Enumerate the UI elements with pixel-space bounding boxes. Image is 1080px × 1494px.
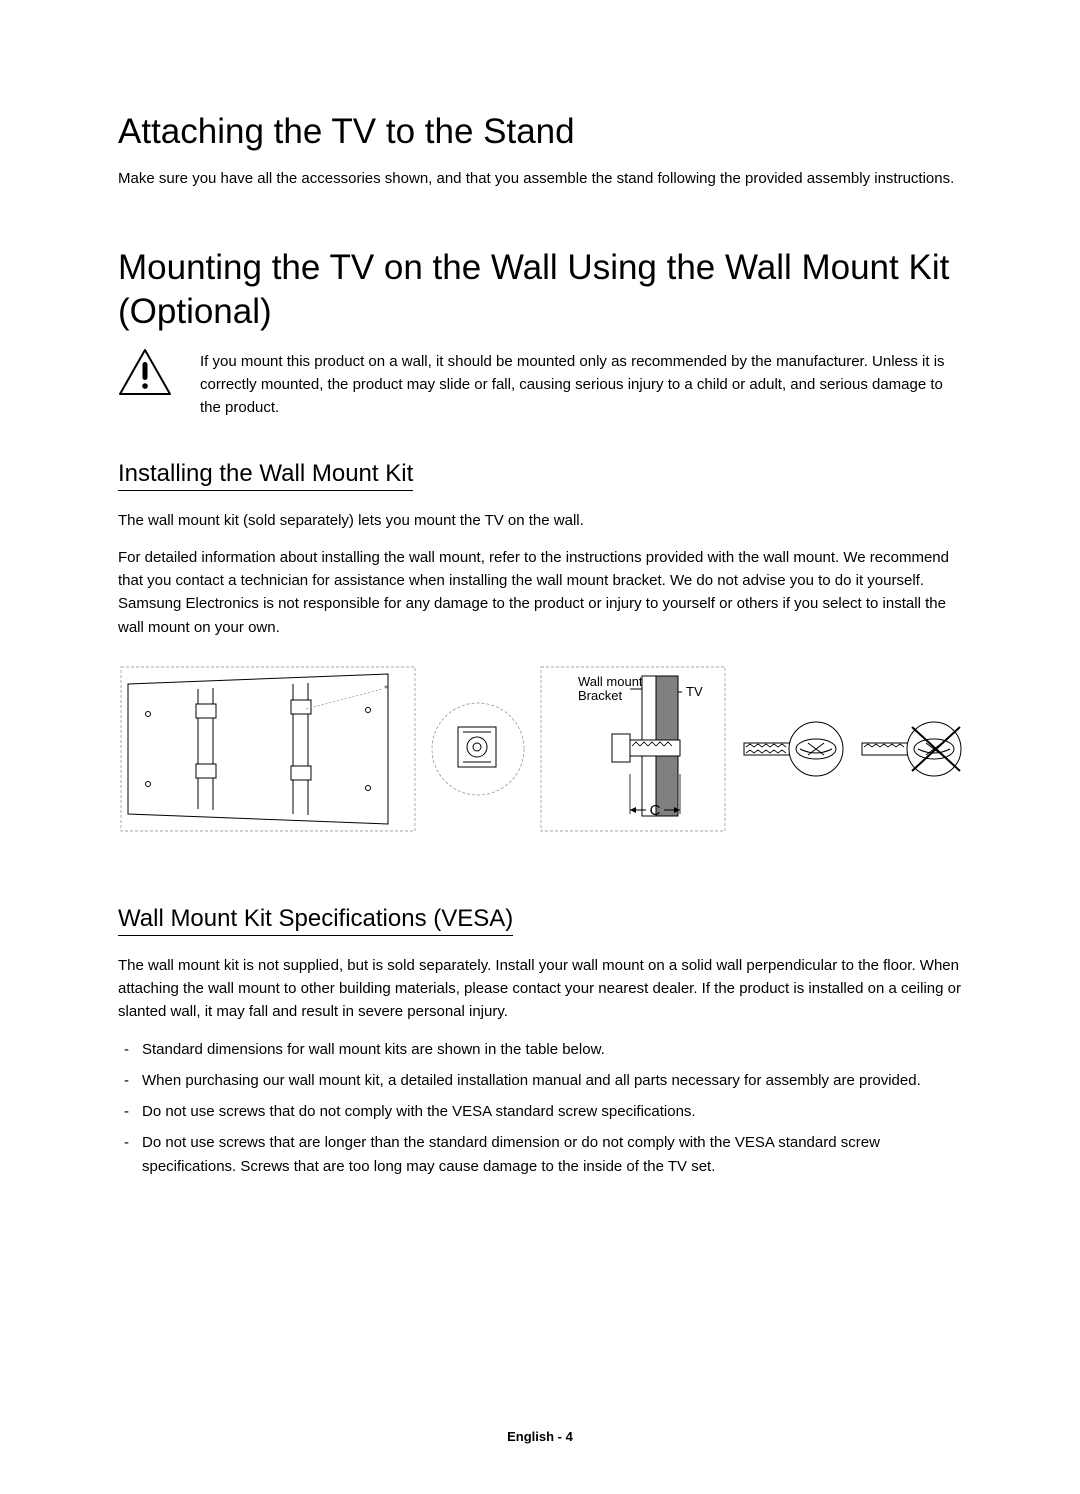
label-c: C bbox=[650, 802, 661, 819]
sub1-heading: Installing the Wall Mount Kit bbox=[118, 460, 413, 491]
diagram-strip: Wall mount Bracket TV bbox=[118, 667, 962, 837]
sub2-heading: Wall Mount Kit Specifications (VESA) bbox=[118, 905, 513, 936]
sub1-p1: The wall mount kit (sold separately) let… bbox=[118, 509, 962, 532]
diagram-panel bbox=[118, 664, 418, 839]
bullet-item: Standard dimensions for wall mount kits … bbox=[118, 1038, 962, 1061]
section1-intro: Make sure you have all the accessories s… bbox=[118, 168, 962, 191]
bullet-item: Do not use screws that do not comply wit… bbox=[118, 1100, 962, 1123]
section2-heading: Mounting the TV on the Wall Using the Wa… bbox=[118, 246, 962, 334]
diagram-screw-ok-icon bbox=[738, 719, 846, 784]
warning-block: If you mount this product on a wall, it … bbox=[118, 348, 962, 420]
label-bracket: Wall mount bbox=[578, 674, 643, 689]
sub1-p2: For detailed information about installin… bbox=[118, 546, 962, 639]
diagram-detail-circle bbox=[428, 699, 528, 804]
section1-heading: Attaching the TV to the Stand bbox=[118, 110, 962, 154]
page-footer: English - 4 bbox=[0, 1429, 1080, 1444]
sub2-p1: The wall mount kit is not supplied, but … bbox=[118, 954, 962, 1024]
bullet-item: When purchasing our wall mount kit, a de… bbox=[118, 1069, 962, 1092]
sub2-bullets: Standard dimensions for wall mount kits … bbox=[118, 1038, 962, 1178]
svg-text:Bracket: Bracket bbox=[578, 688, 622, 703]
diagram-bolt-section: Wall mount Bracket TV bbox=[538, 664, 728, 839]
bullet-item: Do not use screws that are longer than t… bbox=[118, 1131, 962, 1178]
warning-text: If you mount this product on a wall, it … bbox=[200, 348, 962, 420]
page-content: Attaching the TV to the Stand Make sure … bbox=[0, 0, 1080, 1494]
label-tv: TV bbox=[686, 684, 703, 699]
diagram-screw-bad-icon bbox=[856, 719, 964, 784]
warning-triangle-icon bbox=[118, 348, 172, 401]
